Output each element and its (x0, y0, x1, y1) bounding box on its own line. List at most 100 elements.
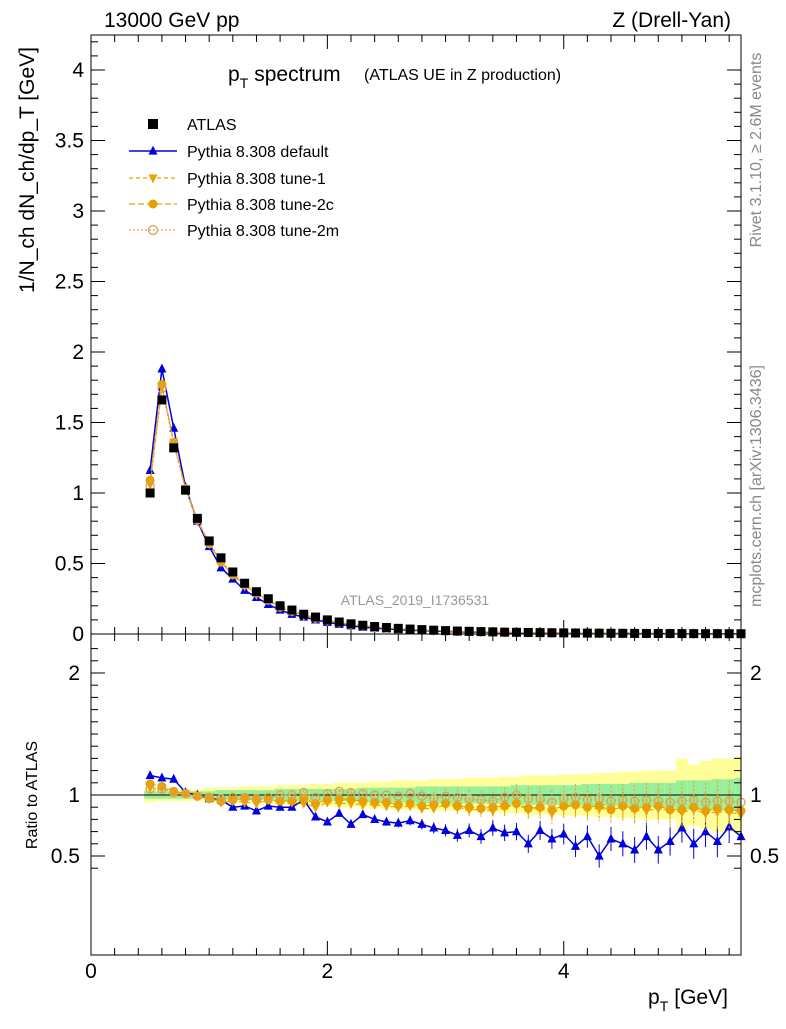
ratio-panel: 0.5 0.5 1 1 2 2 0 2 4 Ratio to ATLAS pT [GeV] (24, 633, 779, 1014)
ratio-data-point (358, 796, 368, 806)
legend-marker (148, 145, 158, 155)
ratio-data-point (464, 802, 474, 812)
ratio-data-point (381, 790, 392, 800)
main-title-p: p (228, 63, 240, 86)
mcplots-note: mcplots.cern.ch [arXiv:1306.3436] (748, 365, 765, 607)
data-point (311, 612, 321, 622)
ratio-data-point (452, 801, 462, 811)
data-point (157, 363, 167, 373)
ratio-data-point (145, 784, 155, 794)
ratio-data-point (381, 797, 391, 807)
ratio-data-point (594, 794, 604, 804)
ratio-data-point (712, 796, 723, 806)
ratio-data-point (535, 824, 545, 834)
ratio-data-point (476, 831, 486, 841)
ratio-data-point (429, 794, 439, 804)
data-point (299, 609, 309, 619)
ratio-data-point (370, 797, 380, 807)
ratio-data-point (464, 794, 474, 804)
ratio-data-point (251, 794, 262, 804)
data-point (571, 628, 581, 638)
legend-marker (147, 224, 159, 236)
rivet-note: Rivet 3.1.10, ≥ 2.6M events (748, 53, 765, 248)
ratio-data-point (157, 772, 167, 782)
data-point (251, 587, 261, 597)
data-point (322, 615, 332, 625)
ratio-series (145, 770, 746, 868)
ratio-data-point (393, 800, 403, 810)
ratio-data-point (145, 770, 155, 780)
header-right: Z (Drell-Yan) (612, 9, 731, 32)
data-point (511, 627, 521, 637)
main-title-note: (ATLAS UE in Z production) (364, 67, 561, 84)
ratio-data-point (689, 838, 699, 848)
main-title-sub: T (240, 75, 249, 91)
ratio-data-point (275, 790, 285, 800)
ratio-y-tick-label-right: 2 (750, 662, 762, 685)
main-y-tick-label: 3 (72, 200, 84, 223)
ratio-data-point (488, 796, 498, 806)
legend-label: Pythia 8.308 tune-2m (187, 223, 339, 240)
ratio-data-point (334, 786, 344, 796)
ratio-data-point (488, 822, 498, 832)
ratio-data-point (251, 805, 261, 815)
data-point (535, 628, 545, 638)
ratio-data-point (559, 794, 569, 804)
ratio-data-point (712, 835, 722, 845)
ratio-data-point (216, 794, 226, 804)
ratio-data-point (559, 828, 569, 838)
ratio-data-point (653, 801, 663, 811)
ratio-data-point (228, 792, 238, 803)
data-point (287, 605, 297, 615)
ratio-data-point (677, 796, 687, 806)
ratio-data-point (393, 817, 403, 827)
ratio-data-point (630, 803, 640, 813)
main-y-tick-label: 2.5 (55, 271, 84, 294)
header-left: 13000 GeV pp (104, 9, 239, 32)
data-point (145, 488, 155, 498)
data-point (582, 628, 592, 638)
ratio-data-point (393, 791, 403, 801)
data-point (500, 627, 510, 637)
ratio-data-point (724, 796, 734, 806)
ratio-data-point (169, 787, 179, 798)
ratio-data-point (310, 792, 321, 803)
ratio-data-point (417, 818, 427, 828)
ratio-data-point (677, 822, 687, 832)
ratio-data-point (570, 792, 581, 803)
ratio-data-point (370, 814, 380, 823)
ratio-data-point (630, 844, 640, 854)
data-point (641, 628, 651, 638)
ratio-data-point (665, 835, 675, 845)
main-y-tick-label: 3.5 (55, 130, 84, 153)
ratio-y-tick-label: 0.5 (51, 845, 80, 868)
data-point (488, 627, 498, 637)
ratio-data-point (334, 794, 344, 804)
data-point (393, 623, 403, 633)
main-y-tick-label: 2 (72, 341, 84, 364)
ratio-data-point (346, 795, 356, 805)
legend: ATLAS Pythia 8.308 default Pythia 8.308 tu… (129, 117, 339, 240)
ratio-data-point (287, 790, 297, 800)
ratio-data-point (689, 802, 699, 812)
main-title-word: spectrum (254, 63, 340, 86)
data-point (630, 628, 640, 638)
ratio-data-point (689, 795, 699, 805)
data-point (429, 625, 439, 635)
ratio-data-point (618, 838, 628, 848)
data-point (381, 623, 391, 633)
ratio-data-point (677, 805, 687, 815)
main-y-tick-label: 1.5 (55, 412, 84, 435)
data-point (181, 485, 191, 495)
data-point (547, 628, 557, 638)
ratio-data-point (641, 831, 651, 841)
ratio-data-point (180, 789, 191, 799)
ratio-data-point (346, 787, 356, 798)
main-y-tick-label: 1 (72, 482, 84, 505)
ratio-data-point (157, 784, 167, 794)
ratio-data-point (700, 797, 711, 807)
ratio-y-tick-label-right: 0.5 (750, 845, 779, 868)
series-line (149, 385, 742, 635)
ratio-data-point (547, 797, 557, 807)
